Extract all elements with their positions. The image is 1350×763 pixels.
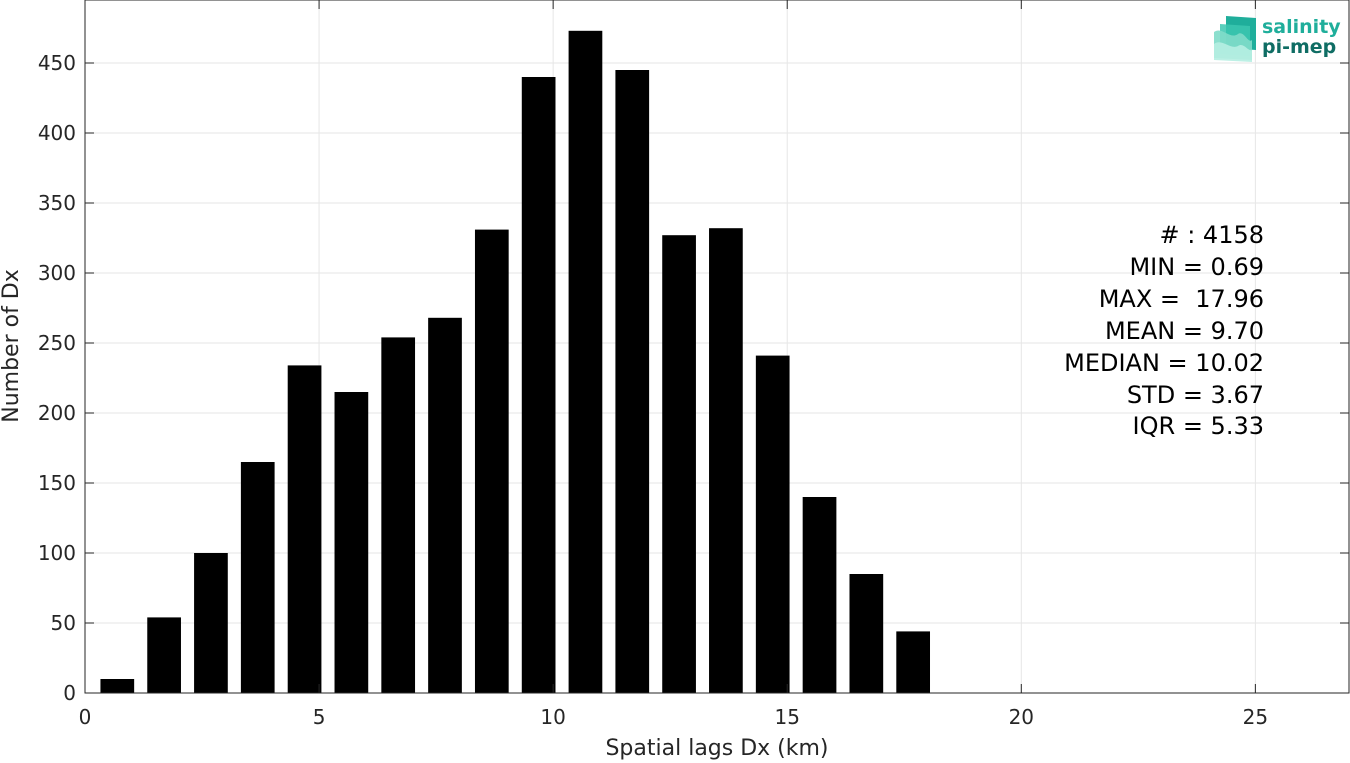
histogram-bar	[428, 317, 462, 693]
y-axis: 0 50 100 150 200 250 300 350 400 450	[38, 51, 1349, 705]
y-tick-label: 200	[38, 401, 76, 425]
y-tick-label: 150	[38, 471, 76, 495]
histogram-bar	[334, 392, 369, 693]
stats-std: STD = 3.67	[1127, 381, 1264, 409]
x-tick-label: 25	[1243, 705, 1268, 729]
y-tick-label: 400	[38, 121, 76, 145]
bars	[100, 30, 931, 694]
histogram-bar	[755, 355, 790, 693]
x-tick-label: 5	[313, 705, 326, 729]
wave-logo-icon	[1214, 16, 1256, 62]
histogram-bar	[709, 228, 743, 693]
y-tick-label: 300	[38, 261, 76, 285]
stats-box: # : 4158 MIN = 0.69 MAX = 17.96 MEAN = 9…	[1064, 221, 1264, 440]
stats-iqr: IQR = 5.33	[1133, 412, 1264, 440]
stats-mean: MEAN = 9.70	[1105, 317, 1264, 345]
x-tick-label: 15	[774, 705, 799, 729]
stats-max: MAX = 17.96	[1099, 285, 1264, 313]
histogram-bar	[194, 553, 228, 693]
x-axis-title: Spatial lags Dx (km)	[605, 736, 828, 761]
y-tick-label: 100	[38, 541, 76, 565]
y-axis-title: Number of Dx	[0, 269, 24, 423]
salinity-pimep-logo: salinity pi-mep	[1214, 16, 1341, 62]
histogram-bar	[287, 365, 322, 693]
y-tick-label: 0	[63, 681, 76, 705]
histogram-bar	[568, 30, 603, 694]
x-tick-label: 0	[79, 705, 92, 729]
x-tick-label: 10	[540, 705, 565, 729]
histogram-bar	[474, 229, 509, 693]
histogram-bar	[147, 617, 181, 693]
x-tick-label: 20	[1009, 705, 1034, 729]
stats-min: MIN = 0.69	[1129, 253, 1264, 281]
x-axis: 0 5 10 15 20 25	[79, 0, 1268, 729]
stats-median: MEDIAN = 10.02	[1064, 349, 1264, 377]
y-tick-label: 50	[51, 611, 76, 635]
histogram-bar	[381, 337, 416, 693]
histogram-bar	[521, 77, 556, 693]
y-tick-label: 350	[38, 191, 76, 215]
histogram-bar	[615, 70, 650, 693]
histogram-bar	[100, 679, 135, 693]
plot-frame	[84, 0, 1350, 694]
histogram-bar	[896, 631, 931, 693]
y-tick-label: 450	[38, 51, 76, 75]
histogram-bar	[802, 497, 837, 693]
histogram-bar	[662, 235, 696, 693]
logo-line-2: pi-mep	[1262, 36, 1336, 58]
stats-count: # : 4158	[1159, 221, 1264, 249]
histogram-bar	[240, 462, 275, 693]
y-tick-label: 250	[38, 331, 76, 355]
histogram-bar	[849, 574, 884, 693]
logo-line-1: salinity	[1262, 16, 1341, 38]
